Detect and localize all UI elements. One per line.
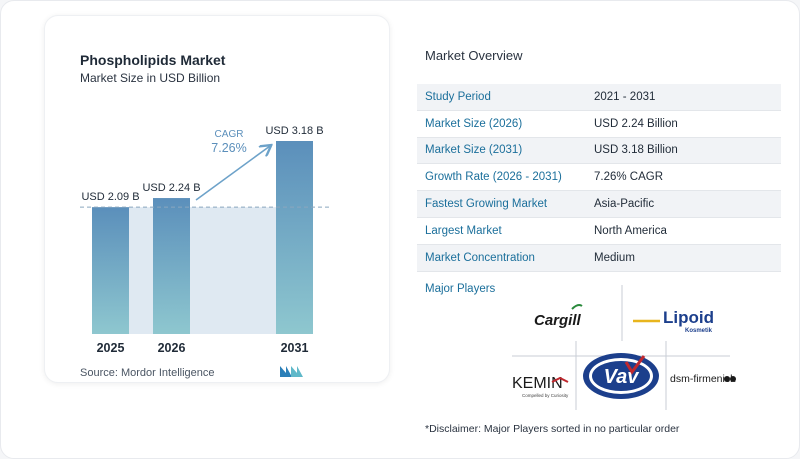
vav-logo: Vav — [583, 353, 659, 399]
overview-row-value: USD 2.24 Billion — [594, 117, 678, 130]
lipoid-logo-subtext: Kosmetik — [685, 328, 713, 334]
cargill-logo-text: Cargill — [534, 312, 582, 329]
overview-row-label: Market Size (2026) — [425, 117, 523, 130]
overview-row: Market Size (2026) USD 2.24 Billion — [417, 110, 781, 138]
dsm-firmenich-logo-text: dsm-firmenich — [670, 373, 736, 385]
bar-2031 — [276, 141, 313, 334]
overview-row-label: Market Size (2031) — [425, 144, 523, 157]
overview-row: Study Period 2021 - 2031 — [417, 84, 781, 111]
kemin-logo: KEMIN Compelled by Curiosity — [512, 375, 569, 398]
overview-row-value: 7.26% CAGR — [594, 171, 664, 184]
chart-subtitle: Market Size in USD Billion — [80, 71, 221, 85]
overview-row: Market Concentration Medium — [417, 244, 781, 272]
x-tick-label: 2031 — [281, 341, 309, 355]
overview-row-value: USD 3.18 Billion — [594, 144, 678, 157]
source-note: Source: Mordor Intelligence — [80, 367, 215, 379]
bar-value-label: USD 2.09 B — [81, 191, 139, 203]
lipoid-logo: Lipoid Kosmetik — [633, 308, 714, 334]
cagr-value: 7.26% — [211, 141, 246, 155]
cagr-arrow — [195, 146, 270, 201]
x-tick-label: 2025 — [97, 341, 125, 355]
kemin-logo-text: KEMIN — [512, 375, 563, 392]
bar-2025 — [92, 207, 129, 334]
overview-row-label: Growth Rate (2026 - 2031) — [425, 171, 562, 184]
overview-row-label: Market Concentration — [425, 251, 535, 264]
bar-value-label: USD 3.18 B — [265, 125, 323, 137]
major-players-title: Major Players — [425, 283, 496, 295]
overview-row-value: North America — [594, 224, 667, 237]
overview-row: Fastest Growing Market Asia-Pacific — [417, 191, 781, 218]
bar-2026 — [153, 198, 190, 334]
overview-row: Growth Rate (2026 - 2031) 7.26% CAGR — [417, 164, 781, 192]
bar-value-label: USD 2.24 B — [142, 182, 200, 194]
overview-row: Largest Market North America — [417, 217, 781, 245]
cargill-logo: Cargill — [534, 304, 583, 329]
cagr-band — [129, 207, 276, 334]
overview-row-value: Asia-Pacific — [594, 198, 655, 211]
overview-row-value: Medium — [594, 251, 635, 264]
disclaimer: *Disclaimer: Major Players sorted in no … — [425, 423, 680, 435]
major-players-logos: Cargill Lipoid Kosmetik KEMIN Compelled … — [512, 285, 736, 410]
kemin-logo-subtext: Compelled by Curiosity — [522, 393, 569, 398]
x-tick-label: 2026 — [158, 341, 186, 355]
overview-row-label: Study Period — [425, 90, 491, 103]
market-overview-table: Study Period 2021 - 2031 Market Size (2026… — [417, 84, 781, 272]
chart-title: Phospholipids Market — [80, 52, 226, 68]
overview-row-value: 2021 - 2031 — [594, 90, 656, 103]
mordor-logo-icon — [280, 366, 303, 377]
dsm-firmenich-logo: dsm-firmenich — [670, 373, 736, 385]
overview-row: Market Size (2031) USD 3.18 Billion — [417, 137, 781, 165]
overview-row-label: Largest Market — [425, 224, 502, 237]
overview-row-label: Fastest Growing Market — [425, 198, 548, 211]
lipoid-logo-text: Lipoid — [663, 308, 714, 327]
cagr-label: CAGR — [215, 129, 244, 140]
market-overview-title: Market Overview — [425, 48, 523, 63]
